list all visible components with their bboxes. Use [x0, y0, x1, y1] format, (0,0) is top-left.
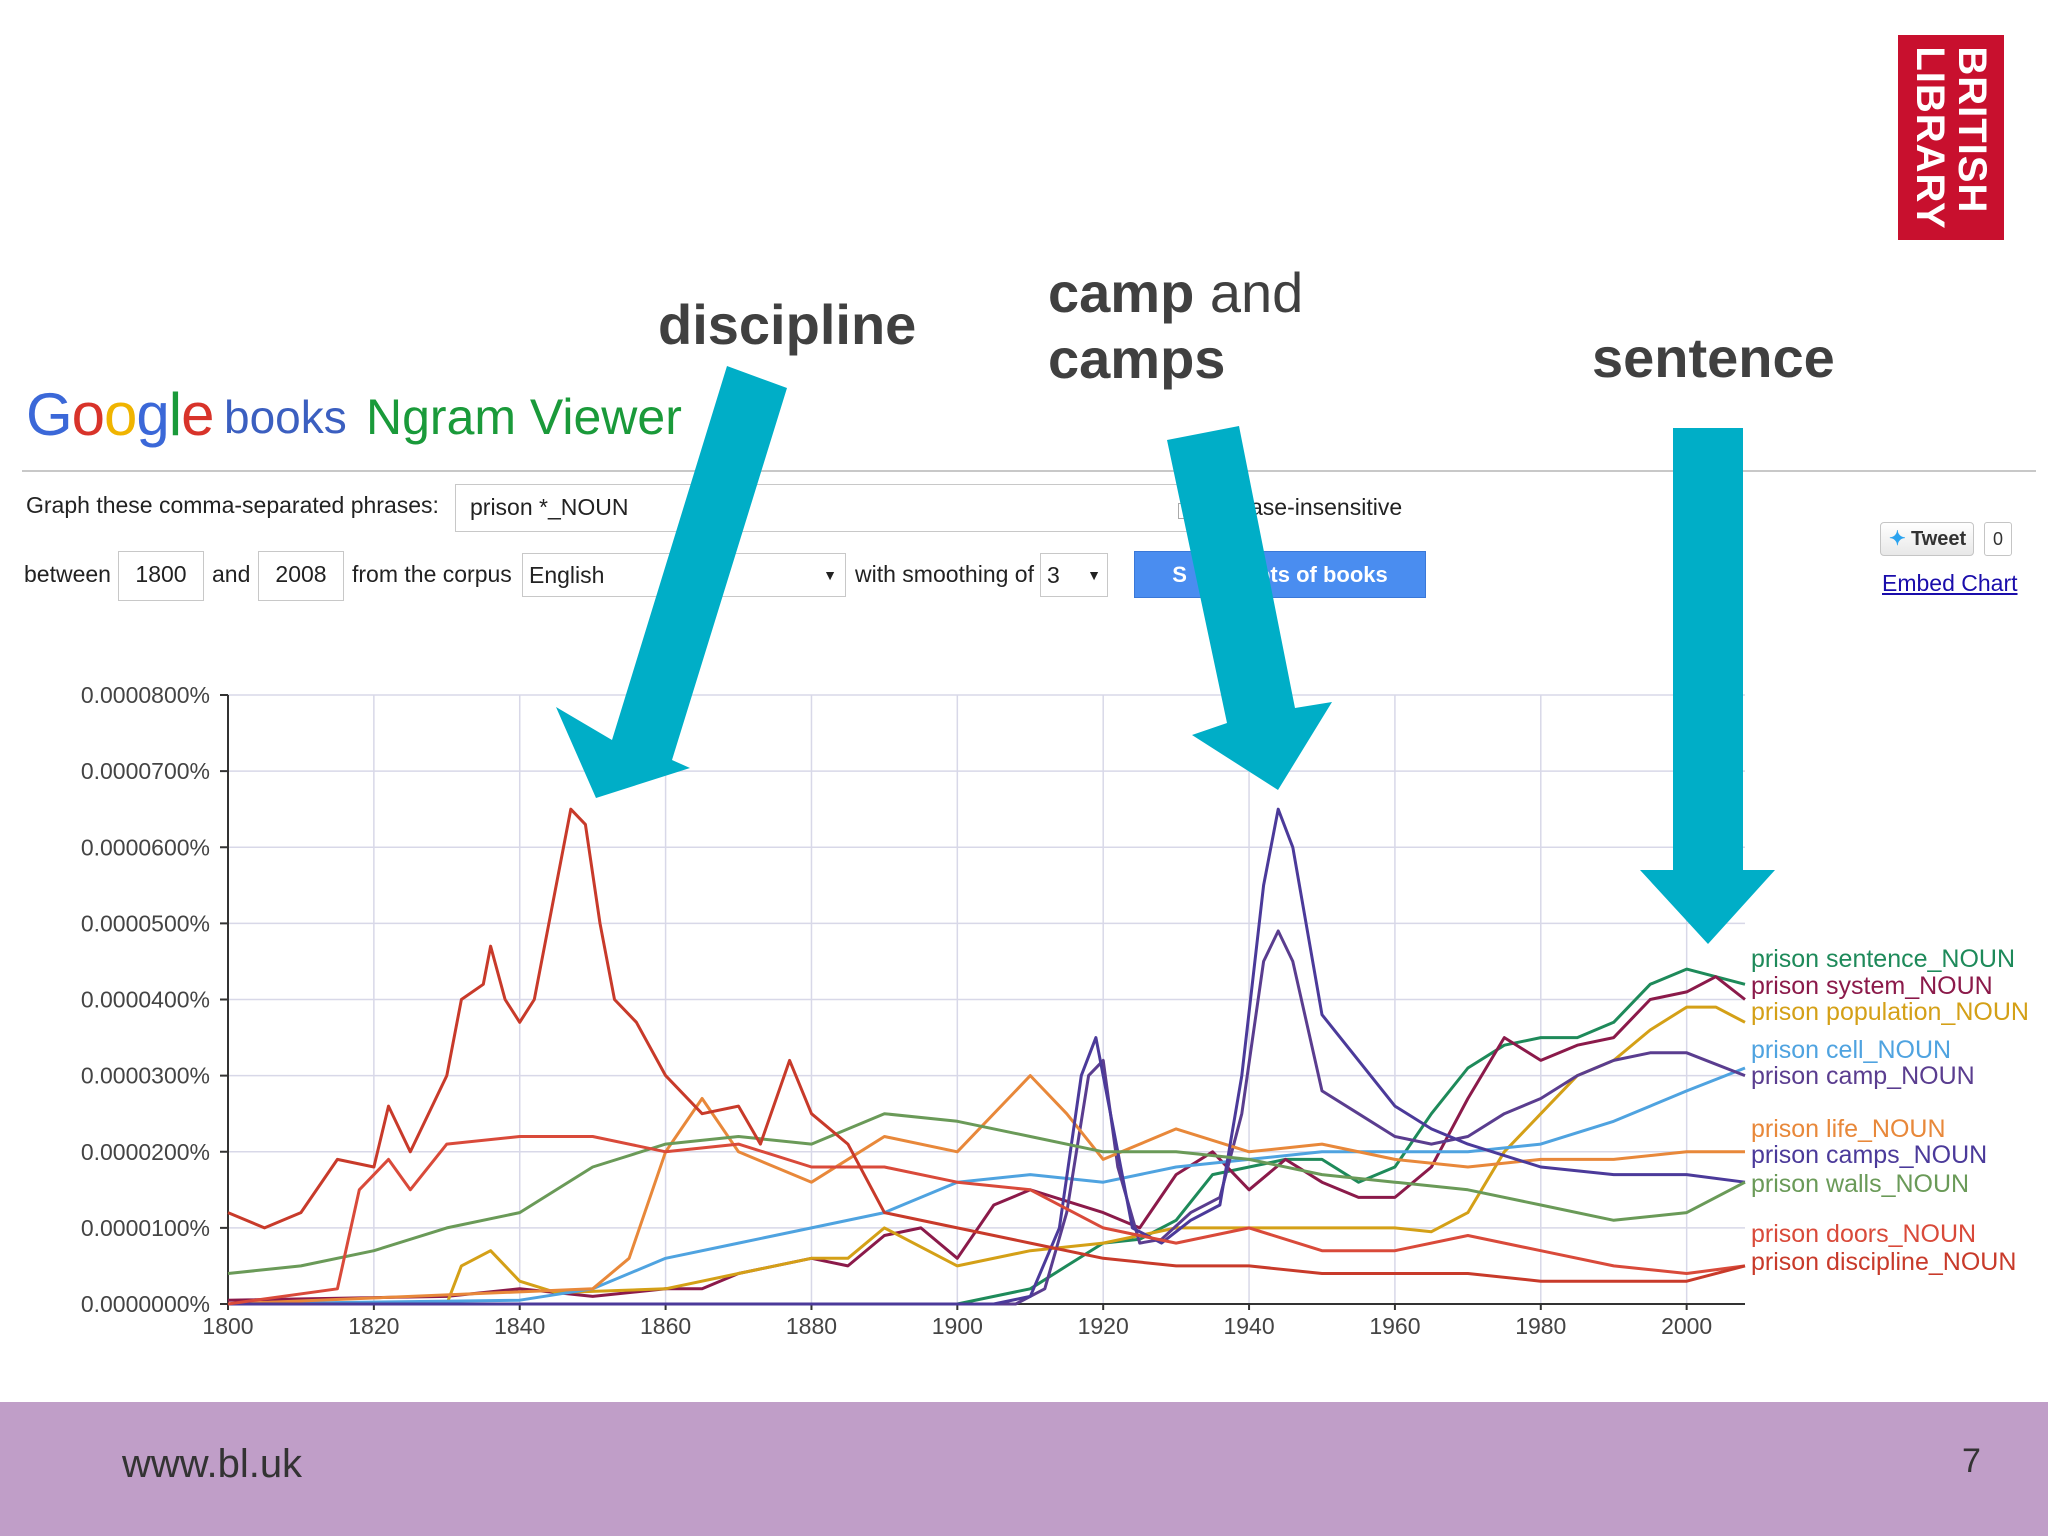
x-tick-label: 1960 [1369, 1313, 1420, 1339]
y-tick-label: 0.0000800% [81, 682, 210, 708]
x-tick-label: 2000 [1661, 1313, 1712, 1339]
series-line [228, 807, 1746, 1306]
annotation-arrows [556, 366, 1775, 944]
legend-label: prison walls_NOUN [1751, 1170, 1969, 1198]
y-tick-label: 0.0000400% [81, 987, 210, 1013]
y-tick-label: 0.0000300% [81, 1063, 210, 1089]
series-line [227, 1074, 1745, 1306]
x-tick-label: 1840 [494, 1313, 545, 1339]
end-year-input[interactable]: 2008 [258, 551, 344, 601]
embed-chart-link[interactable]: Embed Chart [1882, 570, 2018, 596]
x-tick-label: 1880 [786, 1313, 837, 1339]
tweet-button[interactable]: ✦ Tweet [1880, 522, 1974, 556]
x-tick-label: 1860 [640, 1313, 691, 1339]
arrow-discipline [556, 366, 787, 798]
x-tick-label: 1800 [202, 1313, 253, 1339]
annotation-and: and [1194, 261, 1304, 324]
legend-label: prison camp_NOUN [1751, 1062, 1975, 1090]
between-label: between [24, 561, 111, 587]
smoothing-select[interactable]: 3 ▼ [1040, 553, 1108, 597]
corpus-label: from the corpus [352, 561, 512, 587]
legend-label: prison system_NOUN [1751, 972, 1993, 1000]
y-tick-label: 0.0000700% [81, 758, 210, 784]
x-tick-label: 1900 [932, 1313, 983, 1339]
annotation-discipline: discipline [658, 293, 917, 356]
corpus-value: English [529, 562, 605, 588]
annotation-camp-and-camps: camp and camps [1048, 260, 1303, 392]
ngram-chart: 0.0000000% 0.0000100% 0.0000200% 0.0000300%… [81, 682, 2029, 1339]
legend-label: prison population_NOUN [1751, 998, 2029, 1026]
x-tick-label: 1820 [348, 1313, 399, 1339]
legend-label: prison sentence_NOUN [1751, 945, 2015, 973]
phrases-input[interactable]: prison *_NOUN [455, 484, 1195, 532]
footer-url: www.bl.uk [122, 1442, 303, 1486]
series-line [227, 807, 1746, 1283]
series-line [227, 1112, 1746, 1275]
annotation-camp: camp [1048, 261, 1195, 324]
x-tick-label: 1940 [1223, 1313, 1274, 1339]
ngram-viewer-title: Ngram Viewer [366, 389, 682, 445]
series-line [227, 1066, 1746, 1306]
start-year-input[interactable]: 1800 [118, 551, 204, 601]
smoothing-value: 3 [1047, 562, 1060, 588]
british-library-logo: BRITISH LIBRARY [1898, 35, 2004, 240]
series-line [228, 967, 1746, 1306]
and-label: and [212, 561, 251, 587]
legend-label: prison camps_NOUN [1751, 1141, 1987, 1169]
arrow-sentence [1640, 428, 1775, 944]
legend-label: prison cell_NOUN [1751, 1036, 1951, 1064]
series-line [227, 975, 1746, 1302]
books-logo-text: books [224, 391, 347, 443]
annotation-sentence: sentence [1592, 326, 1835, 389]
x-tick-label: 1920 [1078, 1313, 1129, 1339]
chevron-down-icon: ▼ [823, 567, 837, 583]
annotation-camps: camps [1048, 327, 1226, 390]
y-tick-label: 0.0000100% [81, 1215, 210, 1241]
legend-label: prison discipline_NOUN [1751, 1248, 2016, 1276]
slide-footer [0, 1402, 2048, 1536]
arrow-camps [1167, 426, 1332, 790]
phrases-label: Graph these comma-separated phrases: [26, 492, 439, 518]
series-line [228, 929, 1746, 1306]
smoothing-label: with smoothing of [855, 561, 1034, 587]
series-line [227, 1135, 1746, 1306]
case-insensitive-label: ase-insensitive [1250, 494, 1403, 520]
twitter-bird-icon: ✦ [1889, 528, 1906, 550]
header-divider [22, 470, 2036, 472]
y-tick-label: 0.0000500% [81, 910, 210, 936]
page-number: 7 [1962, 1442, 1981, 1480]
legend-label: prison life_NOUN [1751, 1115, 1946, 1143]
google-logo: Google [26, 381, 215, 448]
x-tick-label: 1980 [1515, 1313, 1566, 1339]
y-tick-label: 0.0000000% [81, 1291, 210, 1317]
y-tick-label: 0.0000200% [81, 1139, 210, 1165]
tweet-count: 0 [1984, 522, 2012, 556]
legend-label: prison doors_NOUN [1751, 1220, 1976, 1248]
y-tick-label: 0.0000600% [81, 834, 210, 860]
chevron-down-icon: ▼ [1087, 567, 1101, 583]
